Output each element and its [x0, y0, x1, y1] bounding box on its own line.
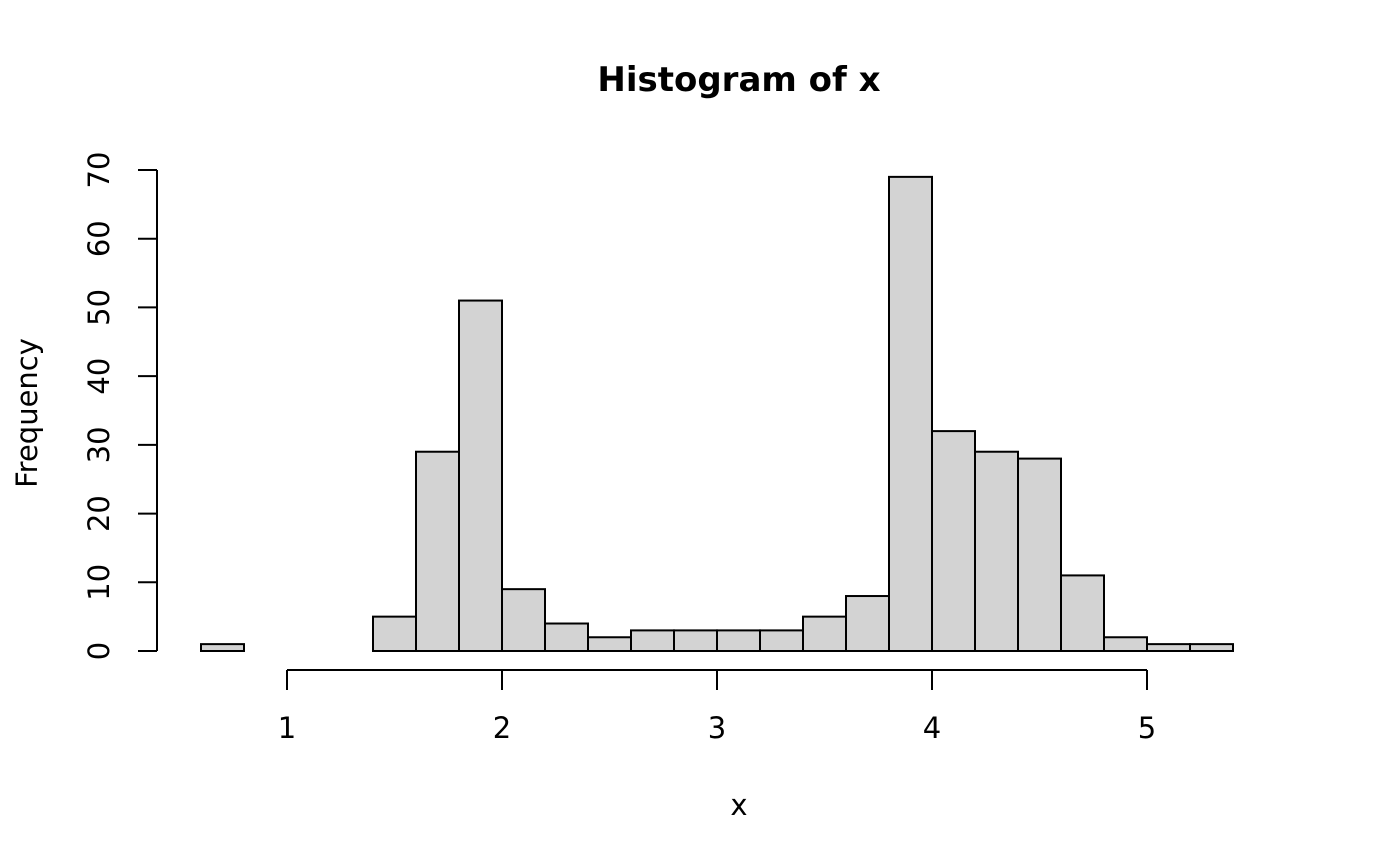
- y-tick-label: 50: [82, 289, 116, 326]
- histogram-bar: [974, 450, 1019, 653]
- histogram-bar: [1103, 636, 1148, 653]
- x-tick-label: 1: [278, 711, 296, 745]
- x-tick-label: 3: [708, 711, 726, 745]
- histogram-bar: [845, 595, 890, 653]
- y-tick-label: 40: [82, 358, 116, 395]
- histogram-bar: [458, 299, 503, 652]
- histogram-bar: [1060, 574, 1105, 652]
- histogram-bar: [1017, 457, 1062, 652]
- histogram-bar: [415, 450, 460, 653]
- x-axis: 1 2 3 4 5: [278, 669, 1156, 745]
- y-axis: 0 10 20 30 40 50 60 70: [82, 152, 158, 660]
- histogram-bar: [931, 430, 976, 652]
- histogram-bar: [888, 175, 933, 652]
- histogram-bar: [501, 588, 546, 652]
- y-tick-label: 60: [82, 220, 116, 257]
- histogram-bar: [759, 629, 804, 653]
- histogram-bar: [587, 636, 632, 653]
- y-tick-label: 30: [82, 426, 116, 463]
- histogram-bar: [1189, 643, 1234, 653]
- y-tick-label: 70: [82, 152, 116, 189]
- x-tick-label: 4: [923, 711, 941, 745]
- y-tick-label: 20: [82, 495, 116, 532]
- x-tick-label: 5: [1138, 711, 1156, 745]
- histogram-bar: [630, 629, 675, 653]
- histogram-bar: [372, 615, 417, 653]
- x-axis-label: x: [730, 788, 747, 822]
- chart-title: Histogram of x: [597, 60, 880, 100]
- histogram-bar: [200, 643, 245, 653]
- y-axis-label: Frequency: [10, 338, 44, 488]
- histogram-bar: [716, 629, 761, 653]
- bars-group: [200, 175, 1234, 653]
- y-tick-label: 10: [82, 564, 116, 601]
- histogram-bar: [544, 622, 589, 653]
- histogram-bar: [1146, 643, 1191, 653]
- x-tick-label: 2: [493, 711, 511, 745]
- histogram-bar: [802, 615, 847, 653]
- y-tick-label: 0: [82, 642, 116, 660]
- histogram-bar: [673, 629, 718, 653]
